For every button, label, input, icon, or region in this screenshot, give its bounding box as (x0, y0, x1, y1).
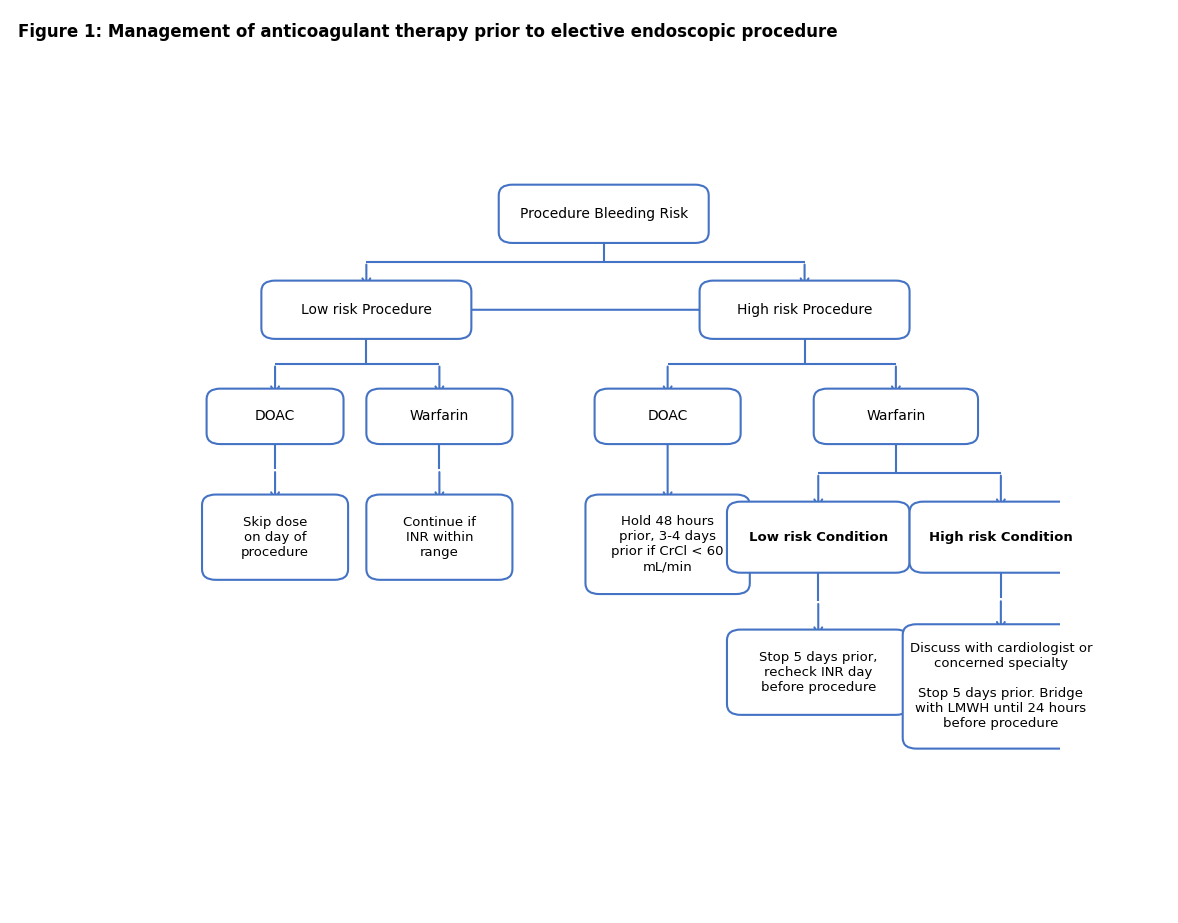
FancyBboxPatch shape (203, 495, 349, 580)
FancyBboxPatch shape (366, 495, 512, 580)
Text: Stop 5 days prior,
recheck INR day
before procedure: Stop 5 days prior, recheck INR day befor… (759, 651, 878, 694)
FancyBboxPatch shape (262, 281, 471, 339)
Text: DOAC: DOAC (648, 410, 688, 424)
Text: Hold 48 hours
prior, 3-4 days
prior if CrCl < 60
mL/min: Hold 48 hours prior, 3-4 days prior if C… (611, 515, 724, 573)
FancyBboxPatch shape (909, 502, 1092, 572)
Text: Low risk Condition: Low risk Condition (749, 531, 888, 544)
Text: Low risk Procedure: Low risk Procedure (300, 303, 432, 317)
Text: Procedure Bleeding Risk: Procedure Bleeding Risk (519, 207, 688, 221)
Text: DOAC: DOAC (254, 410, 296, 424)
Text: High risk Procedure: High risk Procedure (737, 303, 872, 317)
FancyBboxPatch shape (498, 185, 709, 243)
Text: Continue if
INR within
range: Continue if INR within range (403, 516, 476, 558)
FancyBboxPatch shape (366, 389, 512, 444)
FancyBboxPatch shape (814, 389, 978, 444)
FancyBboxPatch shape (206, 389, 344, 444)
FancyBboxPatch shape (700, 281, 909, 339)
Text: Warfarin: Warfarin (410, 410, 469, 424)
Text: Figure 1: Management of anticoagulant therapy prior to elective endoscopic proce: Figure 1: Management of anticoagulant th… (18, 23, 838, 42)
Text: Discuss with cardiologist or
concerned specialty

Stop 5 days prior. Bridge
with: Discuss with cardiologist or concerned s… (909, 642, 1092, 730)
FancyBboxPatch shape (902, 624, 1099, 749)
FancyBboxPatch shape (585, 495, 749, 594)
FancyBboxPatch shape (727, 629, 909, 715)
Text: Skip dose
on day of
procedure: Skip dose on day of procedure (241, 516, 309, 558)
FancyBboxPatch shape (727, 502, 909, 572)
FancyBboxPatch shape (595, 389, 741, 444)
Text: High risk Condition: High risk Condition (929, 531, 1073, 544)
Text: Warfarin: Warfarin (866, 410, 926, 424)
